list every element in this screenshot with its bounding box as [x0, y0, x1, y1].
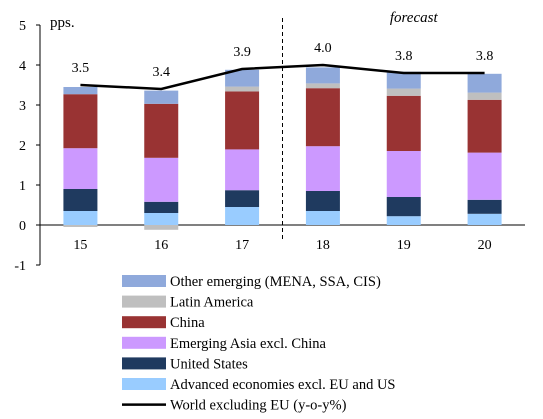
bar-segment [144, 90, 179, 104]
bar-segment [305, 191, 340, 211]
bar-segment [225, 190, 260, 207]
legend-label: China [170, 315, 205, 331]
line-layer [80, 63, 485, 91]
bar-segment [144, 201, 179, 213]
bar-segment [63, 94, 98, 149]
x-tick-label: 19 [397, 238, 411, 253]
legend-label: World excluding EU (y-o-y%) [170, 398, 347, 414]
bar-segment [305, 146, 340, 191]
legend-swatch [122, 275, 166, 287]
data-label: 3.8 [476, 49, 494, 64]
legend-swatch [122, 357, 166, 370]
bar-segment [305, 67, 340, 84]
world-line [80, 63, 485, 91]
data-label: 4.0 [314, 41, 332, 56]
y-tick-label: 2 [19, 139, 26, 154]
data-label: 3.5 [72, 61, 90, 76]
legend-label: Latin America [170, 295, 254, 311]
bar-segment [63, 87, 98, 95]
bar-segment [305, 83, 340, 89]
x-tick-label: 20 [478, 238, 492, 253]
bar-segment [305, 211, 340, 225]
x-tick-label: 15 [73, 238, 87, 253]
labels-layer: 3.5 3.4 3.9 4.0 3.8 3.8 [72, 41, 494, 80]
y-tick-label: 5 [19, 19, 26, 34]
bar-segment [63, 211, 98, 225]
y-tick-label: 3 [19, 99, 26, 114]
x-tick-label: 17 [235, 238, 249, 253]
bar-segment [144, 213, 179, 225]
bar-segment [144, 225, 179, 230]
y-tick-label: -1 [14, 259, 26, 274]
y-tick-label: 4 [19, 59, 26, 74]
bars-layer [63, 67, 502, 230]
legend-swatch [122, 316, 166, 329]
bar-segment [63, 148, 98, 189]
bar-segment [467, 213, 502, 225]
bar-segment [467, 199, 502, 214]
bar-segment [467, 99, 502, 153]
bar-segment [144, 157, 179, 202]
legend-swatch [122, 378, 166, 390]
data-label: 3.9 [233, 45, 251, 60]
axes-layer: -1 0 1 2 3 4 5 15 16 17 18 19 20 pps. forecast [14, 10, 525, 274]
legend-swatch [122, 336, 166, 349]
legend-label: United States [170, 356, 248, 372]
y-axis-unit-label: pps. [50, 15, 75, 31]
bar-segment [225, 149, 260, 191]
bar-segment [305, 88, 340, 147]
bar-segment [386, 71, 421, 89]
bar-segment [225, 91, 260, 150]
legend-label: Other emerging (MENA, SSA, CIS) [170, 274, 381, 290]
bar-segment [386, 151, 421, 197]
bar-segment [386, 216, 421, 225]
bar-segment [467, 92, 502, 100]
bar-segment [386, 88, 421, 96]
legend-label: Advanced economies excl. EU and US [170, 377, 396, 393]
bar-segment [225, 86, 260, 92]
x-tick-label: 18 [316, 238, 330, 253]
forecast-label: forecast [390, 10, 439, 26]
bar-segment [386, 197, 421, 217]
legend: Other emerging (MENA, SSA, CIS) Latin Ame… [122, 274, 396, 414]
y-tick-label: 1 [19, 179, 26, 194]
bar-segment [467, 73, 502, 93]
legend-label: Emerging Asia excl. China [170, 336, 327, 352]
bar-segment [63, 225, 98, 227]
bar-segment [386, 95, 421, 151]
data-label: 3.8 [395, 49, 413, 64]
legend-swatch [122, 295, 166, 308]
bar-segment [144, 103, 179, 158]
data-label: 3.4 [153, 65, 171, 80]
bar-segment [63, 189, 98, 211]
bar-segment [225, 207, 260, 225]
bar-segment [467, 152, 502, 200]
y-tick-label: 0 [19, 219, 26, 234]
bar-segment [225, 69, 260, 87]
x-tick-label: 16 [154, 238, 168, 253]
